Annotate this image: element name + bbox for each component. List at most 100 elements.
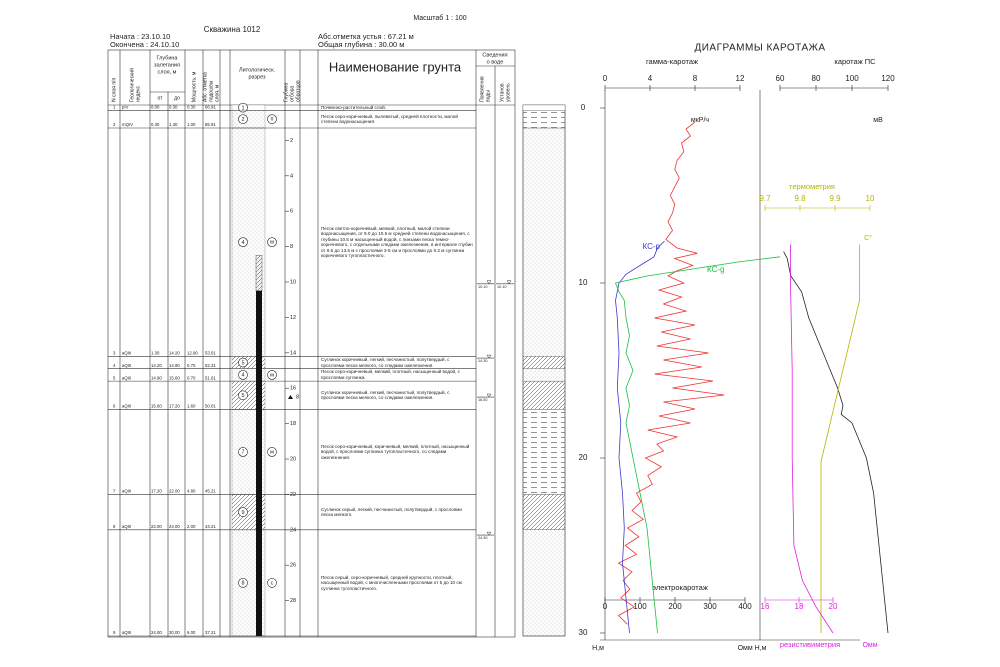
bottom-label: Омм Н,м bbox=[738, 645, 767, 652]
row-thickness: 1.60 bbox=[187, 404, 196, 409]
row-elevation: 52.31 bbox=[205, 363, 216, 368]
depth-tick-label: 22 bbox=[290, 492, 296, 498]
row-num: 8 bbox=[113, 524, 116, 529]
depth-tick-label: 2 bbox=[290, 138, 293, 144]
lithology-fill bbox=[231, 104, 266, 111]
axis-tick-label: 0 bbox=[603, 74, 608, 83]
depth-tick-label: 18 bbox=[290, 421, 296, 427]
row-from: 22.00 bbox=[151, 524, 162, 529]
column-header: отбора bbox=[289, 86, 295, 102]
description-box: Песок серо-коричневый, пылеватый, средне… bbox=[321, 113, 458, 125]
lith-circle bbox=[267, 370, 277, 380]
strip-fill bbox=[522, 529, 566, 637]
water-label: 10.10 bbox=[478, 285, 488, 289]
row-from: 14.90 bbox=[151, 375, 162, 380]
water-triangle bbox=[506, 280, 512, 285]
lith-num: 1 bbox=[241, 105, 244, 111]
log-curve bbox=[820, 244, 860, 633]
axis-tick-label: 9.7 bbox=[759, 194, 771, 203]
description-box: Суглинок серый, легкий, песчанистый, пол… bbox=[321, 507, 462, 518]
row-index: aQIII bbox=[122, 350, 131, 355]
depth-tick-label: 10 bbox=[290, 279, 296, 285]
column-header: Мощность, м bbox=[191, 71, 197, 102]
water-label: 14.30 bbox=[478, 359, 488, 363]
row-from: 24.00 bbox=[151, 630, 162, 635]
row-thickness: 2.00 bbox=[187, 524, 196, 529]
row-elevation: 43.21 bbox=[205, 524, 216, 529]
depth-tick-label: 4 bbox=[290, 173, 293, 179]
axis-tick-label: 4 bbox=[648, 74, 653, 83]
row-index: aQIII bbox=[122, 363, 131, 368]
row-num: 7 bbox=[113, 489, 116, 494]
strip-fill bbox=[522, 127, 566, 357]
axis-tick-label: 9.9 bbox=[829, 194, 841, 203]
water-label: 10.10 bbox=[497, 285, 507, 289]
log-curve bbox=[614, 256, 781, 634]
axis-tick-label: 200 bbox=[668, 602, 682, 611]
column-header: о воде bbox=[487, 59, 504, 65]
column-header: Глубина bbox=[156, 55, 178, 61]
column-header: индекс bbox=[135, 86, 141, 102]
end: Окончена : 24.10.10 bbox=[110, 40, 179, 49]
lithology-fill bbox=[231, 110, 266, 129]
description: Суглинок коричневый, легкий, песчанистый… bbox=[321, 357, 450, 368]
column-header: Литологическ. bbox=[239, 67, 276, 73]
column-header: Геологический bbox=[128, 68, 135, 102]
row-num: 9 bbox=[113, 630, 116, 635]
description-box: Песок серый, серо-коричневый, средней кр… bbox=[321, 575, 462, 591]
row-thickness: 0.30 bbox=[187, 104, 196, 109]
row-num: 5 bbox=[113, 375, 116, 380]
description: Песок серо-коричневый, пылеватый, средне… bbox=[321, 113, 458, 125]
column-header: Появления bbox=[479, 76, 485, 102]
depth-tick-label: 14 bbox=[290, 350, 296, 356]
lith-num: 9 bbox=[241, 510, 244, 516]
row-to: 24.00 bbox=[169, 524, 180, 529]
axis-tick-label: 16 bbox=[761, 602, 770, 611]
row-to: 1.30 bbox=[169, 122, 178, 127]
row-num: 3 bbox=[113, 350, 116, 355]
frames bbox=[107, 49, 860, 641]
row-from: 0.30 bbox=[151, 122, 160, 127]
strip-fill bbox=[522, 409, 566, 495]
row-to: 14.20 bbox=[169, 350, 180, 355]
description-box: Суглинок коричневый, легкий, песчанистый… bbox=[321, 390, 449, 401]
lith-letter: м bbox=[270, 449, 274, 455]
lith-circle bbox=[267, 237, 277, 247]
water-triangle bbox=[486, 280, 492, 285]
row-elevation: 66.91 bbox=[205, 104, 216, 109]
axis-tick-label: 10 bbox=[866, 194, 875, 203]
from-header: от bbox=[158, 95, 164, 101]
strip-fill bbox=[522, 104, 566, 111]
row-elevation: 53.01 bbox=[205, 350, 216, 355]
depth-tick-label: 8 bbox=[290, 244, 293, 250]
water-bar bbox=[256, 290, 262, 636]
row-to: 17.20 bbox=[169, 404, 180, 409]
depth-tick-label: 20 bbox=[290, 456, 296, 462]
column-header: образцов bbox=[295, 80, 301, 102]
row-elevation: 51.61 bbox=[205, 375, 216, 380]
depth-tick-label: 12 bbox=[290, 315, 296, 321]
lith-num: 5 bbox=[241, 360, 244, 366]
axis-unit: мкР/ч bbox=[691, 117, 709, 124]
description: Песок серо-коричневый, коричневый, мелки… bbox=[321, 443, 470, 460]
lith-circle bbox=[238, 447, 248, 457]
column-header: залегания bbox=[154, 62, 180, 68]
column-header: Глубина bbox=[283, 83, 289, 102]
well: Скважина 1012 bbox=[204, 25, 261, 34]
axis-tick-label: 8 bbox=[693, 74, 698, 83]
column-header: разрез bbox=[248, 74, 266, 80]
lith-num: 4 bbox=[241, 373, 244, 379]
column-header: Абс. отметка bbox=[202, 72, 208, 102]
description-box: Песок серо-коричневый, мелкий, плотный, … bbox=[321, 369, 460, 380]
lith-num: 7 bbox=[241, 450, 244, 456]
row-thickness: 4.80 bbox=[187, 489, 196, 494]
row-index: aQIII bbox=[122, 404, 131, 409]
water-triangle bbox=[486, 531, 492, 536]
axis-tick-label: 300 bbox=[703, 602, 717, 611]
row-thickness: 0.70 bbox=[187, 375, 196, 380]
water-triangle bbox=[486, 393, 492, 398]
column-header: Сведения bbox=[482, 52, 507, 58]
start: Начата : 23.10.10 bbox=[110, 32, 170, 41]
row-to: 22.00 bbox=[169, 489, 180, 494]
